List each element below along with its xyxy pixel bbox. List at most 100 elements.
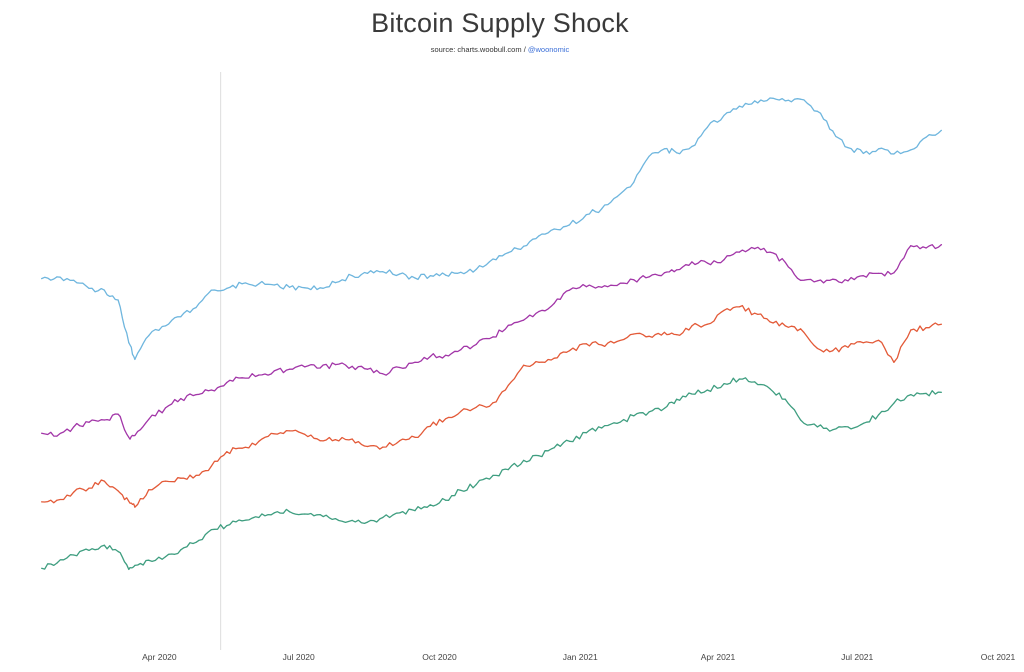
series-4-point-28 [445, 499, 447, 501]
series-1-point-49 [769, 97, 771, 99]
series-2-point-25 [399, 366, 401, 369]
series-line-2 [41, 244, 942, 440]
series-3-point-20 [319, 440, 321, 442]
x-tick-label-7: Oct 2021 [981, 652, 1016, 662]
series-2-point-49 [769, 251, 771, 253]
series-4-point-32 [507, 469, 509, 471]
series-2-point-53 [832, 278, 834, 280]
series-1-point-54 [847, 147, 849, 149]
series-2-point-46 [723, 259, 725, 261]
series-2-point-16 [258, 374, 260, 376]
series-3-point-45 [706, 323, 708, 325]
series-1-point-19 [304, 287, 306, 289]
series-3-point-56 [878, 339, 880, 341]
series-4-point-52 [816, 426, 819, 428]
series-1-point-27 [429, 275, 431, 277]
series-3-point-18 [288, 430, 291, 432]
series-2-point-24 [382, 373, 384, 375]
series-1-point-45 [706, 126, 708, 128]
series-4-point-57 [893, 402, 895, 404]
series-1-point-60 [940, 129, 943, 131]
series-3-point-29 [460, 410, 462, 412]
series-3-point-44 [691, 325, 693, 327]
series-4-point-24 [382, 516, 384, 519]
series-1-point-30 [475, 268, 477, 270]
series-2-point-21 [334, 364, 336, 366]
series-1-point-21 [334, 282, 336, 284]
series-4-point-51 [800, 419, 802, 421]
series-4-point-29 [460, 489, 462, 491]
series-4-point-37 [585, 432, 588, 434]
series-3-point-52 [816, 347, 819, 349]
series-4-point-4 [88, 549, 90, 552]
series-3-point-42 [663, 331, 666, 333]
series-1-point-7 [128, 342, 130, 344]
series-1-point-58 [910, 149, 912, 151]
series-2-point-12 [195, 394, 197, 396]
series-3-point-38 [601, 344, 603, 346]
series-2-point-56 [878, 272, 880, 274]
series-3-point-14 [226, 451, 228, 453]
series-2-point-31 [492, 336, 494, 338]
series-1-point-38 [601, 208, 603, 210]
series-2-point-6 [117, 413, 119, 415]
series-4-point-25 [399, 512, 401, 514]
series-3-point-39 [616, 340, 618, 343]
series-2-point-51 [800, 279, 802, 281]
series-1-point-59 [925, 136, 927, 138]
series-2-point-1 [41, 432, 43, 434]
series-1-point-33 [523, 245, 525, 247]
series-1-point-41 [648, 155, 650, 157]
series-1-point-5 [103, 289, 105, 291]
series-2-point-26 [414, 361, 416, 363]
series-2-point-58 [910, 245, 912, 247]
series-2-point-3 [73, 426, 75, 428]
series-1-point-50 [784, 100, 786, 102]
series-1-point-34 [538, 235, 540, 237]
series-4-point-33 [523, 459, 525, 461]
series-2-point-59 [925, 247, 927, 249]
series-1-point-36 [568, 224, 571, 226]
series-3-point-21 [334, 439, 336, 441]
series-2-point-15 [241, 377, 243, 379]
series-3-point-30 [475, 406, 477, 408]
series-3-point-6 [117, 490, 119, 492]
series-3-point-53 [832, 350, 834, 352]
series-4-point-17 [273, 512, 275, 514]
series-3-point-7 [128, 500, 130, 502]
subtitle-handle-link[interactable]: @woonomic [527, 45, 570, 54]
series-2-point-35 [553, 302, 555, 304]
series-1-point-10 [164, 325, 167, 327]
series-layer [41, 97, 943, 571]
series-1-point-14 [226, 287, 228, 289]
x-tick-label-3: Oct 2020 [422, 652, 457, 662]
series-4-point-40 [633, 415, 635, 417]
series-2-point-48 [754, 248, 756, 250]
series-4-point-56 [878, 414, 880, 416]
series-line-3 [41, 304, 942, 508]
series-2-point-50 [784, 261, 786, 263]
series-1-point-42 [663, 148, 666, 150]
series-2-point-39 [616, 284, 618, 287]
series-3-point-5 [103, 480, 105, 482]
series-4-point-14 [226, 525, 228, 527]
series-3-point-55 [862, 342, 864, 344]
series-4-point-8 [134, 564, 136, 567]
series-1-point-46 [723, 114, 725, 116]
series-2-point-14 [226, 381, 228, 384]
series-2-point-54 [847, 280, 849, 282]
series-2-point-41 [648, 276, 650, 278]
series-3-point-59 [925, 327, 927, 329]
series-4-point-27 [429, 504, 431, 506]
series-3-point-28 [445, 418, 447, 420]
series-1-point-28 [445, 274, 447, 276]
series-3-point-22 [351, 438, 353, 440]
series-4-point-59 [925, 392, 927, 394]
series-1-point-8 [134, 358, 136, 360]
series-4-point-49 [769, 388, 771, 390]
series-1-point-12 [195, 306, 197, 309]
series-2-point-18 [288, 368, 291, 370]
series-2-point-47 [738, 251, 741, 253]
series-2-point-60 [940, 244, 943, 246]
series-1-point-3 [73, 279, 75, 281]
